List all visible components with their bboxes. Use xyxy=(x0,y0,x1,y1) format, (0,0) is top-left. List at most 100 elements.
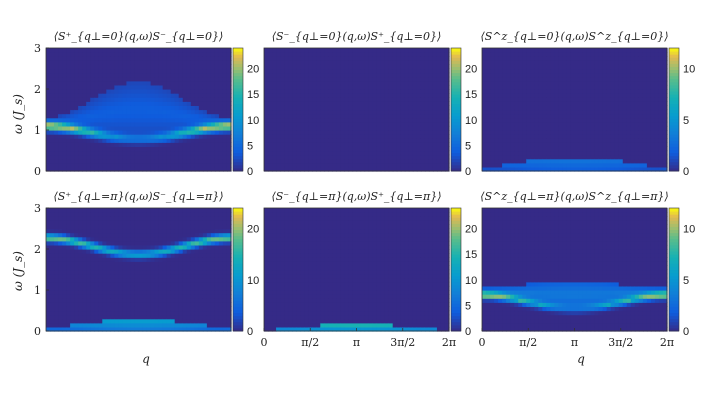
heatmap-cell xyxy=(518,93,523,98)
heatmap-cell xyxy=(554,48,560,53)
heatmap-cell xyxy=(602,93,608,98)
heatmap-cell xyxy=(280,64,285,70)
heatmap-cell xyxy=(384,64,390,70)
heatmap-cell xyxy=(436,109,442,115)
heatmap-cell xyxy=(170,101,176,106)
heatmap-cell xyxy=(158,113,164,119)
heatmap-cell xyxy=(166,134,172,139)
heatmap-cell xyxy=(138,109,144,115)
heatmap-cell xyxy=(416,80,422,86)
heatmap-cell xyxy=(420,84,426,90)
heatmap-cell xyxy=(518,48,523,53)
heatmap-cell xyxy=(490,76,495,82)
heatmap-cell xyxy=(626,134,632,139)
heatmap-cell xyxy=(138,48,144,53)
heatmap-cell xyxy=(404,125,410,131)
heatmap-cell xyxy=(98,318,103,324)
heatmap-cell xyxy=(494,97,499,102)
heatmap-cell xyxy=(344,134,350,139)
heatmap-cell xyxy=(110,158,115,164)
heatmap-cell xyxy=(288,166,293,172)
heatmap-cell xyxy=(114,281,119,287)
heatmap-cell xyxy=(264,134,269,139)
heatmap-cell xyxy=(388,97,394,102)
heatmap-cell xyxy=(58,68,63,74)
heatmap-cell xyxy=(336,125,342,131)
heatmap-cell xyxy=(312,113,317,119)
heatmap-cell xyxy=(288,68,293,74)
heatmap-cell xyxy=(70,121,75,127)
heatmap-cell xyxy=(590,68,596,74)
colorbar-segment xyxy=(669,97,679,101)
heatmap-cell xyxy=(570,138,576,143)
heatmap-cell xyxy=(538,101,543,106)
heatmap-cell xyxy=(186,150,192,156)
heatmap-cell xyxy=(352,64,358,70)
heatmap-cell xyxy=(86,208,91,213)
heatmap-cell xyxy=(352,76,358,82)
heatmap-cell xyxy=(626,146,632,152)
heatmap-cell xyxy=(50,117,55,123)
heatmap-cell xyxy=(424,154,430,160)
heatmap-cell xyxy=(54,138,59,143)
heatmap-cell xyxy=(522,76,527,82)
heatmap-cell xyxy=(420,162,426,168)
heatmap-cell xyxy=(352,68,358,74)
heatmap-cell xyxy=(502,52,507,57)
heatmap-cell xyxy=(218,150,224,156)
heatmap-cell xyxy=(614,113,620,119)
heatmap-cell xyxy=(618,80,624,86)
heatmap-cell xyxy=(642,68,648,74)
heatmap-cell xyxy=(368,121,374,127)
heatmap-cell xyxy=(510,146,515,152)
heatmap-cell xyxy=(320,109,325,115)
heatmap-cell xyxy=(522,121,527,127)
heatmap-cell xyxy=(530,52,535,57)
heatmap-cell xyxy=(530,121,535,127)
colorbar-segment xyxy=(451,100,461,104)
heatmap-cell xyxy=(622,80,628,86)
heatmap-cell xyxy=(546,162,551,168)
heatmap-cell xyxy=(440,101,446,106)
heatmap-cell xyxy=(284,64,289,70)
heatmap-cell xyxy=(412,64,418,70)
heatmap-cell xyxy=(90,48,95,53)
heatmap-cell xyxy=(106,56,111,61)
heatmap-cell xyxy=(126,249,132,254)
heatmap-cell xyxy=(554,154,560,160)
heatmap-cell xyxy=(384,93,390,98)
colorbar-segment xyxy=(669,69,679,74)
heatmap-cell xyxy=(606,89,612,94)
heatmap-cell xyxy=(482,130,487,135)
heatmap-cell xyxy=(510,105,515,111)
heatmap-cell xyxy=(376,89,382,94)
heatmap-cell xyxy=(118,265,124,271)
heatmap-cell xyxy=(546,89,551,94)
heatmap-cell xyxy=(74,89,79,94)
heatmap-cell xyxy=(170,154,176,160)
heatmap-cell xyxy=(436,105,442,111)
heatmap-cell xyxy=(440,52,446,57)
heatmap-cell xyxy=(650,60,656,65)
heatmap-cell xyxy=(86,261,91,266)
heatmap-cell xyxy=(558,60,564,65)
heatmap-cell xyxy=(70,56,75,61)
heatmap-cell xyxy=(444,166,450,172)
heatmap-cell xyxy=(226,138,232,143)
heatmap-cell xyxy=(86,220,91,225)
heatmap-cell xyxy=(214,113,220,119)
heatmap-cell xyxy=(98,273,103,279)
heatmap-cell xyxy=(662,109,668,115)
heatmap-cell xyxy=(146,89,152,94)
heatmap-cell xyxy=(408,76,414,82)
heatmap-cell xyxy=(46,236,51,242)
heatmap-cell xyxy=(138,134,144,139)
heatmap-cell xyxy=(562,130,568,135)
heatmap-cell xyxy=(122,134,128,139)
heatmap-cell xyxy=(384,105,390,111)
heatmap-cell xyxy=(436,93,442,98)
heatmap-cell xyxy=(506,142,511,147)
heatmap-cell xyxy=(54,89,59,94)
heatmap-cell xyxy=(316,76,321,82)
heatmap-cell xyxy=(118,76,124,82)
